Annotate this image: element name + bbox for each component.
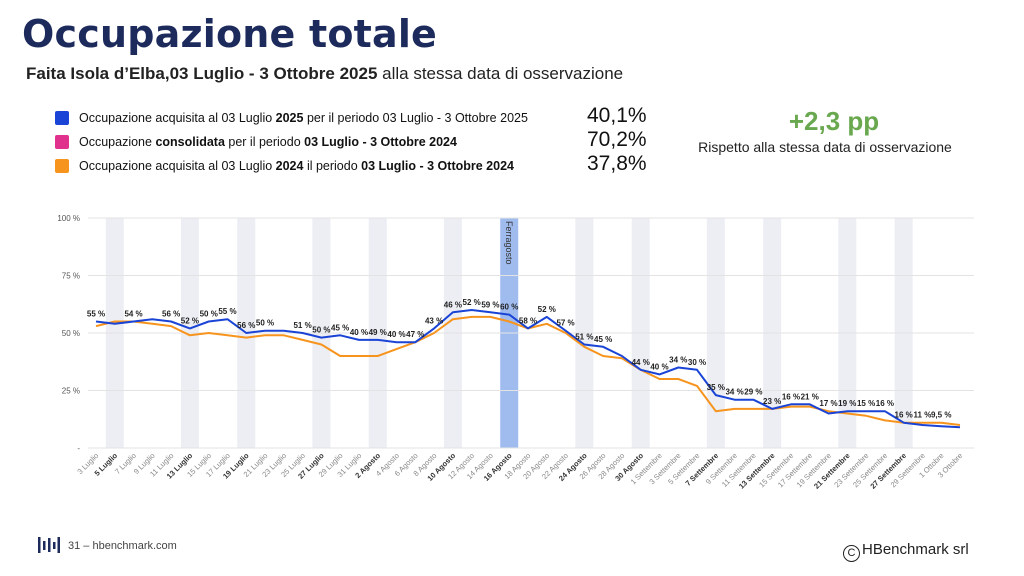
data-label: 52 % <box>463 298 481 307</box>
data-label: 47 % <box>406 330 424 339</box>
legend-label-part: 03 Luglio - 3 Ottobre 2024 <box>361 159 514 173</box>
legend-label-part: Occupazione <box>79 135 156 149</box>
data-label: 30 % <box>688 358 706 367</box>
data-label: 44 % <box>632 358 650 367</box>
data-label: 40 % <box>650 362 668 371</box>
data-label: 50 % <box>256 319 274 328</box>
legend-swatch <box>55 135 69 149</box>
legend-label: Occupazione acquisita al 03 Luglio 2025 … <box>79 111 528 125</box>
data-label: 16 % <box>782 392 800 401</box>
subtitle-observation: alla stessa data di osservazione <box>377 64 624 83</box>
page-subtitle: Faita Isola d’Elba,03 Luglio - 3 Ottobre… <box>26 64 623 84</box>
legend-label-part: per il periodo <box>224 135 305 149</box>
legend-label-part: Occupazione acquisita al 03 Luglio <box>79 111 276 125</box>
data-label: 45 % <box>594 335 612 344</box>
data-label: 21 % <box>801 392 819 401</box>
data-label: 50 % <box>312 326 330 335</box>
copyright: C HBenchmark srl <box>843 541 969 562</box>
y-tick-label: 75 % <box>62 272 80 281</box>
data-label: 29 % <box>744 388 762 397</box>
y-tick-label: 50 % <box>62 329 80 338</box>
data-label: 16 % <box>876 399 894 408</box>
legend-label-part: consolidata <box>155 135 225 149</box>
chart-legend: Occupazione acquisita al 03 Luglio 2025 … <box>55 104 655 179</box>
legend-value: 37,8% <box>587 152 647 175</box>
series-line-1 <box>95 309 961 429</box>
data-label: 54 % <box>124 310 142 319</box>
data-label: 11 % <box>914 411 932 420</box>
legend-label-part: per il periodo 03 Luglio - 3 Ottobre 202… <box>303 111 528 125</box>
data-label: 55 % <box>87 310 105 319</box>
data-label: 57 % <box>556 319 574 328</box>
data-label: 52 % <box>181 316 199 325</box>
data-label: 58 % <box>519 316 537 325</box>
legend-swatch <box>55 159 69 173</box>
data-label: 23 % <box>763 397 781 406</box>
legend-value: 70,2% <box>587 128 647 151</box>
hbenchmark-logo-icon <box>38 537 60 553</box>
data-label: 51 % <box>293 321 311 330</box>
page-title: Occupazione totale <box>22 12 438 56</box>
footer-page-number: 31 – hbenchmark.com <box>68 540 177 552</box>
data-label: 35 % <box>707 383 725 392</box>
data-label: 15 % <box>857 399 875 408</box>
data-label: 17 % <box>819 399 837 408</box>
legend-label-part: 2024 <box>275 159 304 173</box>
legend-label-part: 2025 <box>275 111 304 125</box>
data-label: 45 % <box>331 323 349 332</box>
legend-label: Occupazione acquisita al 03 Luglio 2024 … <box>79 159 514 173</box>
highlight-label: Ferragosto <box>504 221 514 265</box>
data-label: 34 % <box>669 356 687 365</box>
legend-item-1: Occupazione acquisita al 03 Luglio 2025 … <box>55 104 655 131</box>
legend-label-part: 03 Luglio - 3 Ottobre 2024 <box>304 135 457 149</box>
data-label: 56 % <box>237 321 255 330</box>
copyright-icon: C <box>843 545 860 562</box>
data-label: 34 % <box>725 388 743 397</box>
y-tick-label: 25 % <box>62 387 80 396</box>
data-label: 60 % <box>500 303 518 312</box>
delta-label: Rispetto alla stessa data di osservazion… <box>698 139 952 155</box>
data-label: 46 % <box>444 300 462 309</box>
legend-label: Occupazione consolidata per il periodo 0… <box>79 135 457 149</box>
data-label: 40 % <box>387 330 405 339</box>
legend-value: 40,1% <box>587 104 647 127</box>
data-label: 52 % <box>538 305 556 314</box>
data-label: 55 % <box>218 307 236 316</box>
data-label: 51 % <box>575 333 593 342</box>
data-label: 59 % <box>481 300 499 309</box>
legend-item-3: Occupazione acquisita al 03 Luglio 2024 … <box>55 152 655 179</box>
legend-item-2: Occupazione consolidata per il periodo 0… <box>55 128 655 155</box>
data-label: 43 % <box>425 316 443 325</box>
legend-label-part: il periodo <box>303 159 362 173</box>
data-label: 9,5 % <box>931 411 951 420</box>
copyright-text: HBenchmark srl <box>862 541 969 558</box>
data-label: 16 % <box>895 411 913 420</box>
delta-value: +2,3 pp <box>788 106 880 136</box>
data-label: 56 % <box>162 310 180 319</box>
data-label: 40 % <box>350 328 368 337</box>
data-label: 50 % <box>200 310 218 319</box>
legend-swatch <box>55 111 69 125</box>
data-label: 49 % <box>369 328 387 337</box>
legend-label-part: Occupazione acquisita al 03 Luglio <box>79 159 276 173</box>
subtitle-property-period: Faita Isola d’Elba,03 Luglio - 3 Ottobre… <box>26 64 378 83</box>
y-tick-label: 100 % <box>57 214 80 223</box>
y-tick-label: - <box>77 444 80 453</box>
data-label: 19 % <box>838 399 856 408</box>
